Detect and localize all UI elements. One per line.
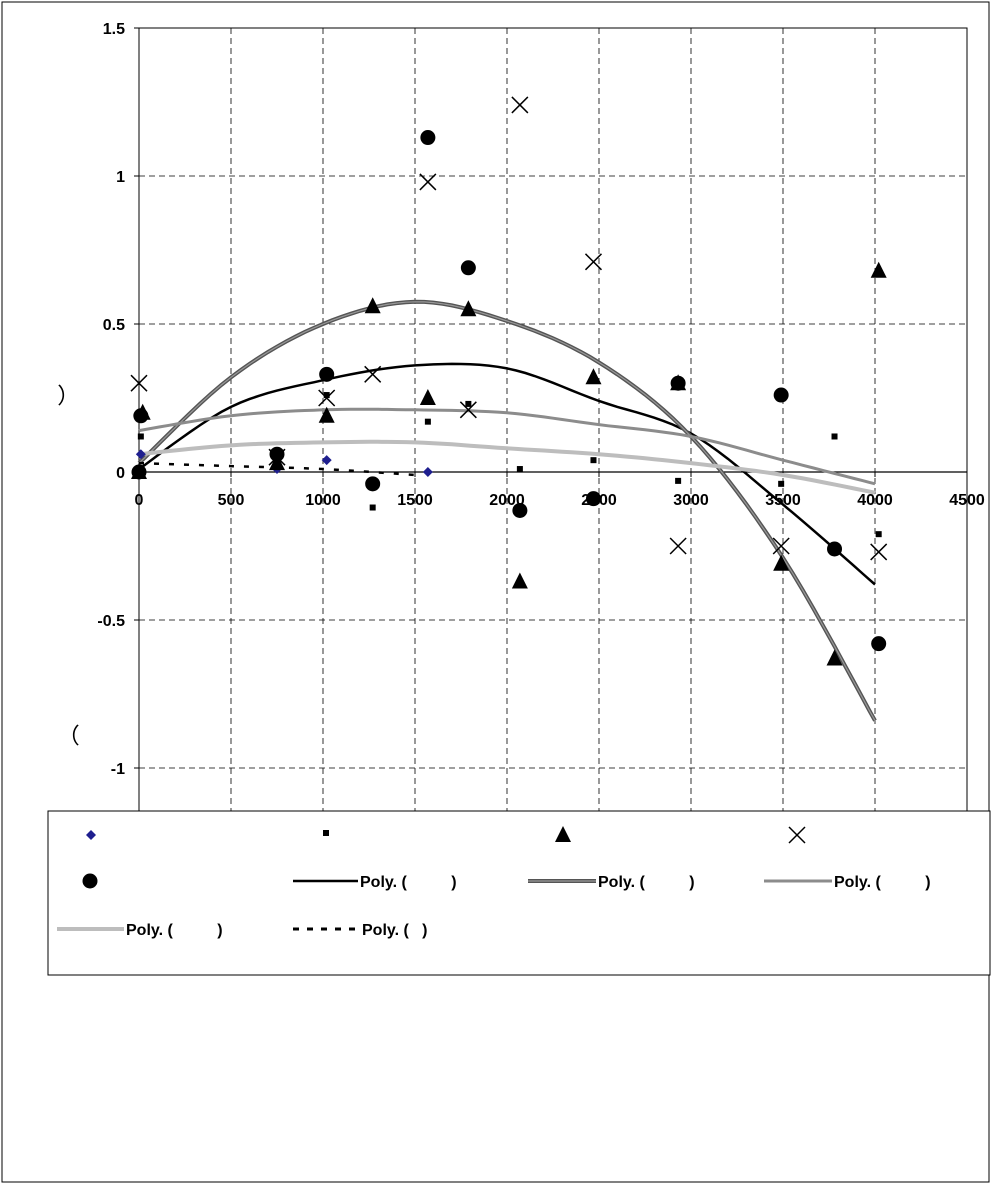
series-5-point: [420, 130, 436, 146]
series-3-point: [269, 454, 285, 471]
series-5-point: [871, 636, 887, 652]
legend-marker: [323, 830, 329, 836]
trendline-1: [138, 362, 876, 586]
series-3-point: [826, 649, 843, 666]
series-5-point: [670, 375, 686, 391]
series-4-point: [459, 401, 477, 419]
trendline-2-inner: [138, 301, 876, 721]
x-tick-label: 4500: [949, 492, 985, 509]
series-5-point: [269, 446, 285, 462]
y-axis-label-glyph: ︶: [57, 384, 82, 406]
series-3-point: [364, 297, 381, 314]
series-2-point: [516, 466, 523, 473]
series-5-point: [319, 366, 335, 382]
legend: [47, 810, 991, 976]
series-5-point: [585, 491, 601, 507]
y-tick-label: -1: [111, 761, 125, 778]
trendline-3: [138, 407, 876, 486]
x-tick-label: 1000: [305, 492, 341, 509]
series-5-point: [512, 502, 528, 518]
x-tick-label: 3000: [673, 492, 709, 509]
legend-label: Poly. ( ): [362, 922, 427, 939]
series-2-point: [369, 504, 376, 511]
series-4-point: [419, 173, 437, 191]
series-1-point: [321, 455, 332, 466]
x-tick-label: 0: [135, 492, 144, 509]
series-3-point: [318, 406, 335, 423]
x-tick-label: 1500: [397, 492, 433, 509]
x-tick-label: 4000: [857, 492, 893, 509]
legend-label: Poly. ( ): [126, 922, 223, 939]
series-4-point: [511, 96, 529, 114]
y-tick-label: -0.5: [97, 613, 125, 630]
legend-label: Poly. ( ): [360, 874, 457, 891]
series-5-point: [365, 476, 381, 492]
legend-marker: [555, 826, 571, 842]
series-5-point: [460, 260, 476, 276]
series-4-point: [772, 537, 790, 555]
series-4-point: [130, 374, 148, 392]
series-3-point: [511, 572, 528, 589]
series-3-point: [419, 389, 436, 405]
series-2-point: [465, 400, 472, 407]
series-5-point: [773, 387, 789, 403]
legend-marker: [788, 826, 806, 844]
series-4-point: [584, 253, 603, 271]
y-tick-label: 1.5: [103, 21, 125, 38]
series-2-point: [137, 433, 144, 440]
y-tick-label: 0: [116, 465, 125, 482]
series-2-point: [875, 531, 882, 538]
series-2-point: [424, 418, 431, 425]
series-5-point: [827, 541, 843, 557]
series-1-point: [135, 449, 146, 460]
legend-label: Poly. ( ): [598, 874, 695, 891]
y-axis-label-glyph: ︵: [57, 724, 82, 746]
series-4-point: [870, 543, 888, 561]
x-tick-label: 500: [218, 492, 245, 509]
series-2-point: [778, 480, 785, 487]
series-5-point: [133, 408, 149, 424]
series-4-point: [364, 365, 382, 383]
series-3-point: [773, 554, 790, 571]
trendline-4: [138, 439, 876, 495]
legend-marker: [82, 873, 98, 889]
series-4-point: [318, 389, 336, 407]
legend-marker: [86, 830, 96, 840]
series-3-point: [460, 300, 477, 317]
series-2-point: [831, 433, 838, 440]
series-3-point: [870, 261, 887, 278]
series-2-point: [323, 392, 330, 399]
series-4-point: [669, 537, 687, 555]
series-2-point: [590, 457, 597, 464]
y-tick-label: 0.5: [103, 317, 125, 334]
series-3-point: [585, 368, 602, 385]
series-2-point: [675, 477, 682, 484]
y-tick-label: 1: [116, 169, 125, 186]
series-1-point: [422, 467, 433, 477]
series-5-point: [131, 464, 147, 480]
legend-label: Poly. ( ): [834, 874, 931, 891]
